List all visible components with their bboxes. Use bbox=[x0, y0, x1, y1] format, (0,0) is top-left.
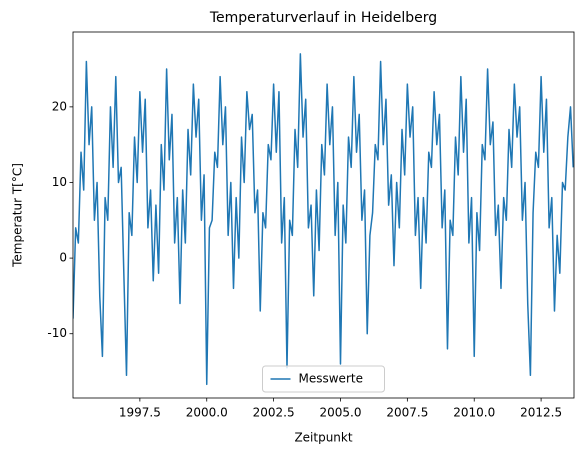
x-tick-label: 2012.5 bbox=[520, 406, 562, 420]
chart-title: Temperaturverlauf in Heidelberg bbox=[209, 10, 437, 26]
y-tick-label: 20 bbox=[52, 99, 67, 113]
x-tick-label: 2007.5 bbox=[386, 406, 428, 420]
x-tick-label: 2002.5 bbox=[253, 406, 295, 420]
legend-label: Messwerte bbox=[299, 372, 363, 386]
y-tick-label: -10 bbox=[47, 326, 67, 340]
x-tick-label: 2005.0 bbox=[319, 406, 361, 420]
x-tick-label: 2010.0 bbox=[453, 406, 495, 420]
x-tick-label: 1997.5 bbox=[119, 406, 161, 420]
y-axis-label: Temperatur T[°C] bbox=[11, 163, 25, 268]
y-tick-label: 0 bbox=[59, 251, 67, 265]
plot-frame bbox=[72, 31, 575, 399]
x-axis-label: Zeitpunkt bbox=[294, 431, 352, 445]
legend-box bbox=[262, 365, 385, 393]
y-tick-label: 10 bbox=[52, 175, 67, 189]
x-tick-label: 2000.0 bbox=[186, 406, 228, 420]
data-line bbox=[73, 53, 574, 386]
